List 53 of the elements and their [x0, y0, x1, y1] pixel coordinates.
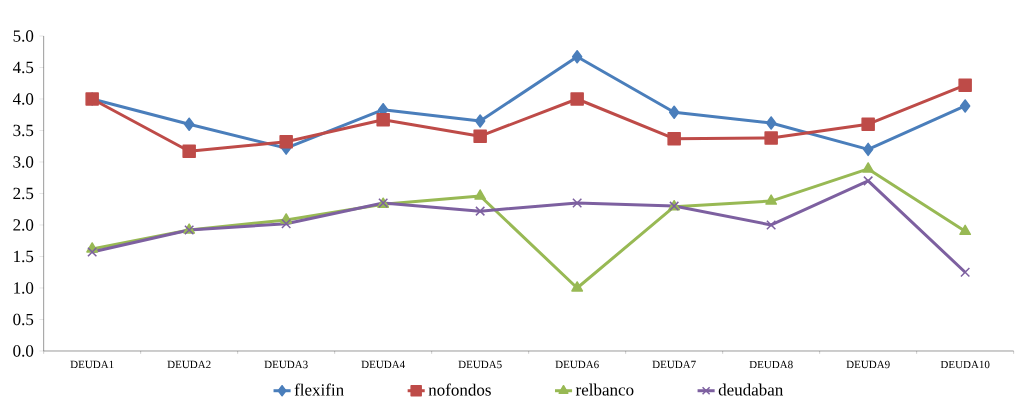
point: [667, 131, 681, 146]
point: [570, 92, 584, 106]
point: [861, 117, 875, 131]
y-tick-label: 1.0: [14, 282, 34, 294]
legend-label: flexifin: [294, 383, 344, 396]
point: [475, 206, 486, 217]
y-tick-label: 2.5: [13, 187, 34, 200]
y-tick-label: 4.0: [12, 93, 34, 105]
point: [279, 135, 293, 149]
point: [183, 117, 195, 131]
y-tick-label: 5.0: [13, 30, 34, 42]
point: [571, 50, 583, 64]
point: [766, 220, 777, 230]
point: [281, 218, 292, 229]
point: [473, 129, 487, 143]
point: [765, 116, 777, 130]
point: [572, 197, 583, 208]
point: [863, 175, 874, 186]
point: [959, 224, 972, 236]
y-tick-label: 1.5: [14, 250, 34, 263]
x-tick-label: DEUDA1: [70, 360, 114, 369]
y-tick-label: 2.0: [13, 219, 34, 231]
y-tick-label: 4.5: [12, 61, 34, 74]
point: [764, 131, 778, 145]
y-tick-label: 0.5: [13, 313, 34, 326]
x-tick-label: DEUDA8: [749, 360, 793, 369]
point: [960, 267, 971, 278]
x-tick-label: DEUDA5: [458, 360, 502, 369]
point: [958, 78, 972, 92]
x-tick-label: DEUDA7: [652, 360, 696, 369]
point: [571, 281, 584, 292]
legend-label: relbanco: [575, 383, 634, 396]
legend-label: deudaban: [718, 383, 784, 396]
point: [87, 247, 98, 258]
point: [474, 189, 487, 200]
x-tick-label: DEUDA3: [264, 360, 308, 369]
point: [959, 99, 971, 113]
x-tick-label: DEUDA9: [846, 360, 890, 369]
point: [182, 144, 196, 159]
point: [668, 105, 680, 119]
legend-label: nofondos: [428, 383, 491, 396]
y-tick-label: 0.0: [13, 345, 34, 357]
x-tick-label: DEUDA4: [361, 360, 405, 369]
x-tick-label: DEUDA6: [555, 360, 599, 369]
point: [474, 114, 486, 128]
point: [765, 194, 778, 205]
x-tick-label: DEUDA10: [940, 360, 990, 369]
point: [862, 162, 875, 173]
y-tick-label: 3.5: [13, 124, 34, 137]
y-tick-label: 3.0: [13, 156, 34, 168]
point: [862, 142, 874, 157]
x-tick-label: DEUDA2: [167, 360, 211, 369]
point: [376, 113, 390, 127]
